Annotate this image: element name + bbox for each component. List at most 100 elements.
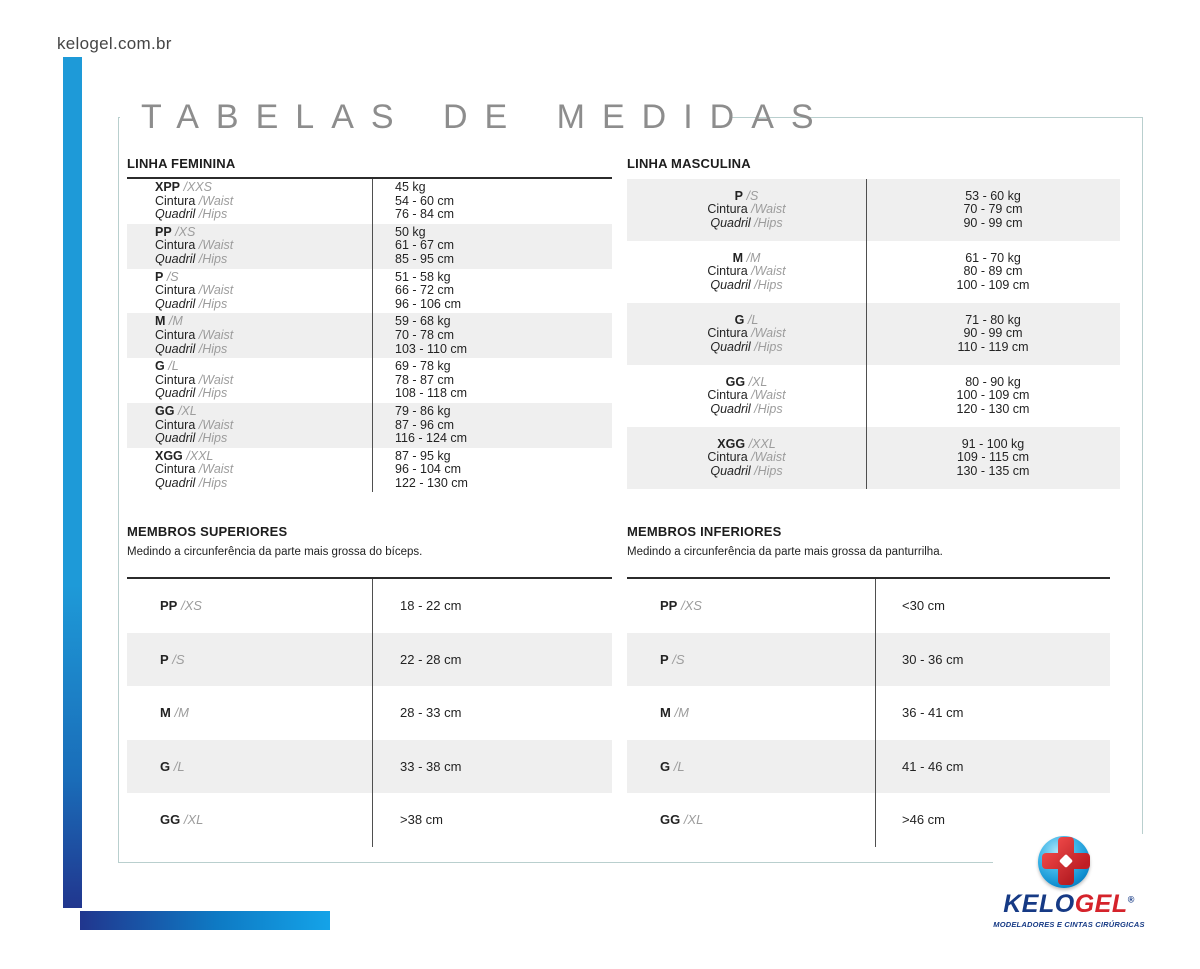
size-label: G <box>734 312 745 327</box>
waist-value: 100 - 109 cm <box>956 388 1030 403</box>
size-label-en: /M <box>674 705 689 721</box>
table-row: XPP /XXS Cintura /Waist Quadril /Hips 45… <box>127 179 612 224</box>
size-label: GG <box>160 812 181 828</box>
hips-label-en: /Hips <box>754 401 783 416</box>
kelogel-logo: KELOGEL® MODELADORES E CINTAS CIRÚRGICAS <box>993 834 1145 944</box>
size-cell: GG /XL Cintura /Waist Quadril /Hips <box>127 404 372 446</box>
size-label: PP <box>660 598 678 613</box>
size-cell: M /M <box>627 706 875 720</box>
table-body: PP /XS 18 - 22 cm P /S 22 - 28 cm <box>127 577 612 847</box>
waist-value: 90 - 99 cm <box>963 326 1023 341</box>
hips-value: 103 - 110 cm <box>395 341 468 356</box>
hips-label: Quadril <box>710 463 751 478</box>
size-label: G <box>155 359 165 374</box>
weight-value: 71 - 80 kg <box>965 312 1021 327</box>
hips-label: Quadril <box>155 341 196 356</box>
size-label-en: /S <box>166 269 179 284</box>
logo-text-kelo: KELO <box>1003 890 1075 918</box>
waist-value: 87 - 96 cm <box>395 417 455 432</box>
table-subtitle: Medindo a circunferência da parte mais g… <box>127 546 423 558</box>
registered-mark: ® <box>1127 894 1135 905</box>
size-label-en: /XS <box>680 598 702 613</box>
waist-label-en: /Waist <box>198 327 234 342</box>
table-row: GG /XL >46 cm <box>627 793 1110 847</box>
table-body: P /S Cintura /Waist Quadril /Hips 53 - 6… <box>627 179 1120 489</box>
table-row: GG /XL >38 cm <box>127 793 612 847</box>
weight-value: 80 - 90 kg <box>965 374 1021 389</box>
measure-value: >38 cm <box>400 812 443 828</box>
hips-label-en: /Hips <box>754 463 783 478</box>
size-label: M <box>660 705 671 721</box>
table-subtitle: Medindo a circunferência da parte mais g… <box>627 546 943 558</box>
waist-value: 80 - 89 cm <box>963 264 1023 279</box>
weight-value: 51 - 58 kg <box>395 269 451 284</box>
size-cell: GG /XL <box>127 813 372 827</box>
table-row: P /S Cintura /Waist Quadril /Hips 51 - 5… <box>127 269 612 314</box>
size-label-en: /XXS <box>183 180 213 194</box>
table-row: G /L Cintura /Waist Quadril /Hips 71 - 8… <box>627 303 1120 365</box>
brand-bar-horizontal <box>80 911 330 930</box>
hips-value: 90 - 99 cm <box>963 215 1023 230</box>
values-cell: 87 - 95 kg 96 - 104 cm 122 - 130 cm <box>372 449 612 491</box>
size-label-en: /XS <box>175 224 196 239</box>
hips-label-en: /Hips <box>198 475 228 490</box>
page-title: TABELAS DE MEDIDAS <box>141 98 831 136</box>
logo-text-gel: GEL <box>1074 890 1128 918</box>
waist-label: Cintura <box>155 417 196 432</box>
values-cell: 45 kg 54 - 60 cm 76 - 84 cm <box>372 180 612 222</box>
waist-label: Cintura <box>707 326 748 341</box>
waist-label: Cintura <box>155 193 196 208</box>
table-row: P /S 22 - 28 cm <box>127 632 612 687</box>
weight-value: 79 - 86 kg <box>395 403 451 418</box>
size-label-en: /M <box>168 314 183 329</box>
waist-value: 70 - 79 cm <box>963 202 1023 217</box>
size-label: P <box>155 269 164 284</box>
size-cell: P /S <box>627 651 875 667</box>
hips-label: Quadril <box>155 251 196 266</box>
waist-label: Cintura <box>155 372 196 387</box>
values-cell: 50 kg 61 - 67 cm 85 - 95 cm <box>372 225 612 267</box>
size-cell: P /S Cintura /Waist Quadril /Hips <box>127 269 372 312</box>
values-cell: 51 - 58 kg 66 - 72 cm 96 - 106 cm <box>372 269 612 312</box>
waist-value: 109 - 115 cm <box>956 450 1030 465</box>
measure-value: 22 - 28 cm <box>400 651 462 667</box>
hips-label: Quadril <box>710 401 751 416</box>
table-row: P /S Cintura /Waist Quadril /Hips 53 - 6… <box>627 179 1120 241</box>
size-label: G <box>160 758 171 774</box>
hips-label-en: /Hips <box>754 277 783 292</box>
size-label-en: /L <box>747 312 759 327</box>
frame-title-gap <box>120 112 732 123</box>
weight-value: 91 - 100 kg <box>961 436 1025 451</box>
size-cell: PP /XS <box>127 599 372 613</box>
hips-value: 110 - 119 cm <box>957 339 1029 354</box>
waist-label-en: /Waist <box>751 388 786 403</box>
size-cell: P /S <box>127 652 372 667</box>
size-label: M <box>160 705 171 721</box>
weight-value: 69 - 78 kg <box>395 359 451 374</box>
hips-label: Quadril <box>155 431 196 446</box>
table-membros-superiores: MEMBROS SUPERIORES Medindo a circunferên… <box>127 524 612 847</box>
size-label: P <box>660 651 669 667</box>
size-label-en: /L <box>673 758 685 774</box>
size-label: PP <box>160 598 178 613</box>
table-row: M /M Cintura /Waist Quadril /Hips 59 - 6… <box>127 313 612 359</box>
table-title: LINHA FEMININA <box>127 156 236 171</box>
size-label-en: /S <box>746 188 759 203</box>
brand-bar-vertical <box>63 57 82 908</box>
hips-label-en: /Hips <box>198 341 228 356</box>
size-cell: M /M Cintura /Waist Quadril /Hips <box>627 250 866 293</box>
hips-value: 122 - 130 cm <box>395 475 468 490</box>
logo-wordmark: KELOGEL® <box>993 890 1145 919</box>
waist-label: Cintura <box>155 462 196 477</box>
hips-value: 116 - 124 cm <box>395 431 468 446</box>
size-cell: G /L <box>127 758 372 774</box>
size-cell: XGG /XXL Cintura /Waist Quadril /Hips <box>627 437 866 479</box>
values-cell: <30 cm <box>875 599 1110 613</box>
size-label: XGG <box>155 448 183 463</box>
waist-label: Cintura <box>155 327 196 342</box>
size-label: M <box>732 250 744 265</box>
weight-value: 53 - 60 kg <box>965 188 1021 203</box>
values-cell: 30 - 36 cm <box>875 652 1110 667</box>
size-cell: PP /XS Cintura /Waist Quadril /Hips <box>127 224 372 267</box>
